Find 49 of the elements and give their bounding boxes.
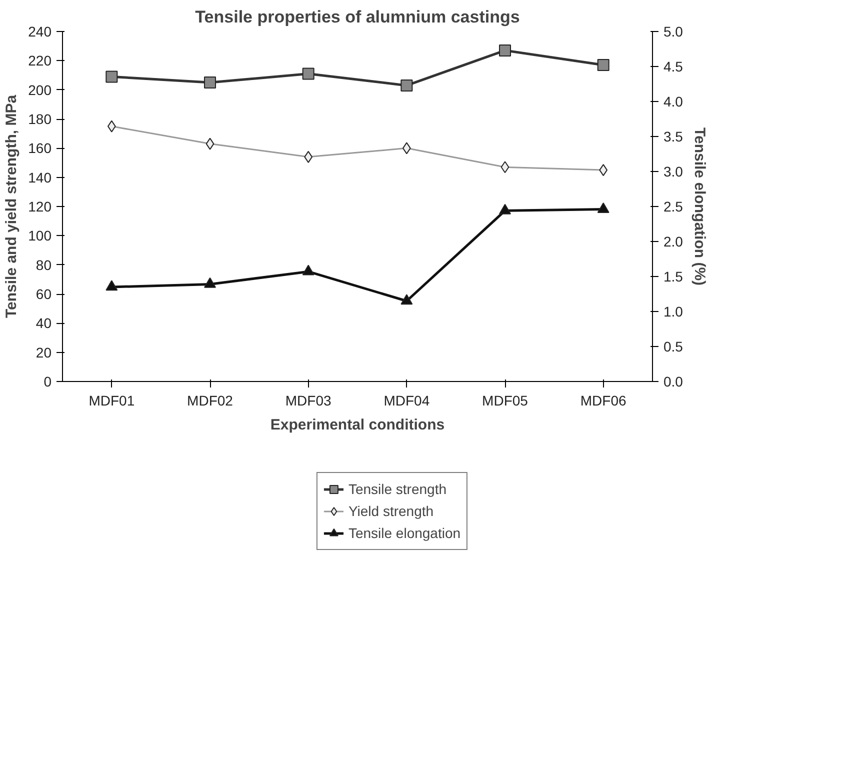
y2-tick-label: 1.0 (664, 304, 684, 320)
y2-tick-label: 4.0 (664, 94, 684, 110)
y-tick-label: 180 (28, 111, 52, 127)
y-tick-label: 60 (36, 286, 52, 302)
y2-tick-label: 3.0 (664, 164, 684, 180)
x-tick-label: MDF03 (285, 392, 332, 408)
point (106, 70, 118, 83)
chart-title: Tensile properties of alumnium castings (195, 8, 520, 26)
y-tick-label: 40 (36, 315, 52, 332)
y-tick-label: 220 (28, 52, 52, 69)
point (400, 294, 413, 305)
x-tick-label: MDF06 (580, 392, 626, 408)
legend-label: Tensile strength (348, 481, 447, 497)
y-tick-label: 100 (28, 228, 52, 244)
y2-axis-title: Tensile elongation (%) (690, 127, 708, 286)
point (400, 79, 413, 92)
x-tick-label: MDF05 (482, 392, 528, 408)
y2-tick-label: 3.5 (664, 128, 684, 144)
point (499, 204, 511, 214)
y2-tick-label: 2.0 (664, 234, 684, 250)
y-tick-label: 140 (28, 169, 52, 186)
y-tick-label: 200 (28, 82, 52, 98)
y2-tick-label: 2.5 (664, 198, 684, 214)
y-tick-label: 240 (28, 24, 52, 40)
legend-label: Yield strength (348, 503, 434, 519)
point (302, 68, 314, 80)
y-tick-label: 20 (36, 344, 52, 360)
x-tick-label: MDF04 (384, 392, 430, 408)
point (204, 76, 216, 89)
x-tick-label: MDF02 (187, 392, 234, 408)
y2-tick-label: 0.5 (664, 338, 684, 354)
y2-tick-label: 1.5 (664, 268, 684, 284)
point (302, 264, 314, 276)
x-axis-title: Experimental conditions (270, 416, 445, 434)
legend-label: Tensile elongation (348, 525, 461, 541)
y-tick-label: 0 (44, 374, 52, 390)
point (106, 280, 118, 291)
y2-tick-label: 4.5 (664, 58, 684, 74)
x-tick-label: MDF01 (88, 392, 135, 408)
y-tick-label: 120 (28, 198, 52, 214)
y2-tick-label: 0.0 (664, 374, 684, 390)
y-tick-label: 80 (36, 256, 52, 273)
point (597, 59, 610, 72)
y-tick-label: 160 (28, 140, 52, 156)
point (204, 277, 216, 288)
point (597, 202, 610, 213)
y-axis-title: Tensile and yield strength, MPa (3, 94, 20, 318)
point (499, 44, 511, 56)
y2-tick-label: 5.0 (664, 24, 684, 40)
